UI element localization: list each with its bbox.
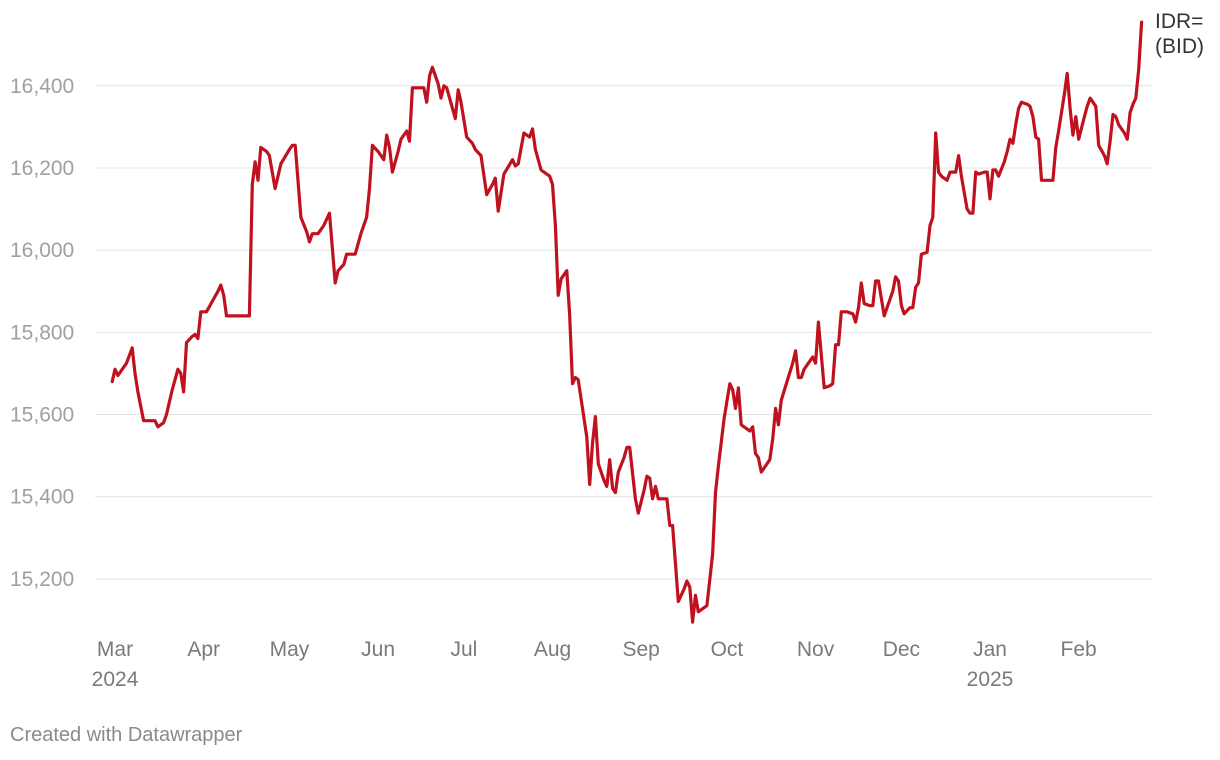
x-tick-label-feb: Feb — [1061, 638, 1097, 661]
x-tick-year-2025: 2025 — [967, 668, 1014, 691]
x-tick-label-jul: Jul — [450, 638, 477, 661]
x-tick-label-sep: Sep — [622, 638, 659, 661]
series-lines — [110, 20, 1144, 624]
series-labels: IDR=(BID) — [1155, 10, 1204, 58]
datawrapper-credit: Created with Datawrapper — [10, 724, 243, 746]
x-tick-year-2024: 2024 — [92, 668, 139, 691]
x-tick-label-jan: Jan — [973, 638, 1007, 661]
y-tick-label-16000: 16,000 — [10, 239, 74, 262]
x-axis-ticks: Mar 2024 Apr May Jun Jul Aug Sep Oct Nov Dec Jan 202… — [92, 638, 1097, 691]
x-tick-label-may: May — [270, 638, 310, 661]
series-line-0 — [110, 20, 1144, 624]
series-label-line-0: IDR= — [1155, 10, 1203, 33]
gridlines — [95, 85, 1153, 580]
x-tick-label-oct: Oct — [711, 638, 744, 661]
y-tick-label-16400: 16,400 — [10, 75, 74, 98]
series-label-line-1: (BID) — [1155, 35, 1204, 58]
x-tick-label-aug: Aug — [534, 638, 571, 661]
y-tick-label-15200: 15,200 — [10, 568, 74, 591]
x-tick-label-apr: Apr — [187, 638, 220, 661]
x-tick-label-jun: Jun — [361, 638, 395, 661]
y-tick-label-15400: 15,400 — [10, 486, 74, 509]
x-tick-label-dec: Dec — [883, 638, 920, 661]
x-tick-label-mar: Mar — [97, 638, 133, 661]
y-tick-label-15600: 15,600 — [10, 404, 74, 427]
y-tick-label-15800: 15,800 — [10, 321, 74, 344]
y-tick-label-16200: 16,200 — [10, 157, 74, 180]
x-tick-label-nov: Nov — [797, 638, 835, 661]
y-axis-ticks: 15,200 15,400 15,600 15,800 16,000 16,200 16,4… — [10, 75, 74, 591]
